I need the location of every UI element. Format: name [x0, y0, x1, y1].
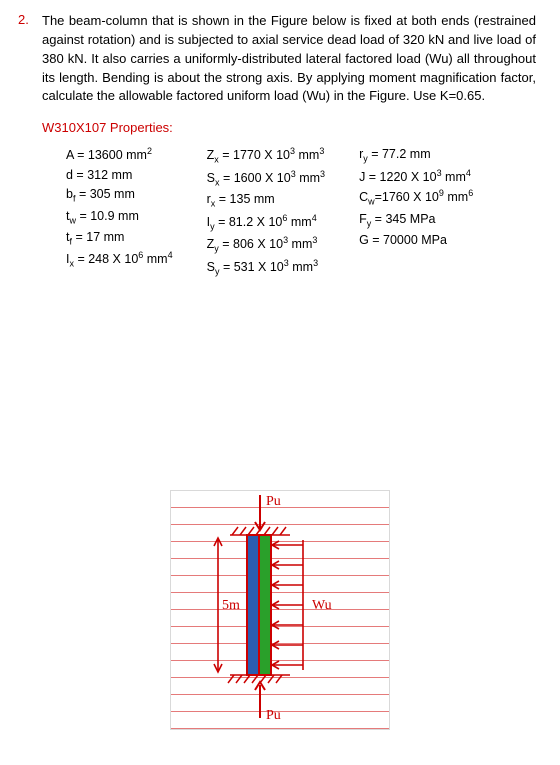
figure-label-length: 5m — [222, 598, 240, 614]
properties-col-3: ry = 77.2 mm J = 1220 X 103 mm4 Cw=1760 … — [359, 145, 473, 279]
figure-label-pu-top: Pu — [266, 494, 281, 510]
prop-row: Cw=1760 X 109 mm6 — [359, 187, 473, 210]
prop-row: Zy = 806 X 103 mm3 — [207, 234, 325, 257]
prop-row: Zx = 1770 X 103 mm3 — [207, 145, 325, 168]
prop-row: A = 13600 mm2 — [66, 145, 173, 166]
prop-row: d = 312 mm — [66, 166, 173, 185]
prop-row: ry = 77.2 mm — [359, 145, 473, 166]
prop-row: Sy = 531 X 103 mm3 — [207, 257, 325, 280]
figure-label-pu-bottom: Pu — [266, 708, 281, 724]
properties-col-1: A = 13600 mm2 d = 312 mm bf = 305 mm tw … — [66, 145, 173, 279]
question-number: 2. — [18, 12, 34, 106]
prop-row: J = 1220 X 103 mm4 — [359, 167, 473, 188]
prop-row: G = 70000 MPa — [359, 231, 473, 250]
prop-row: Ix = 248 X 106 mm4 — [66, 249, 173, 272]
prop-row: tw = 10.9 mm — [66, 207, 173, 228]
properties-columns: A = 13600 mm2 d = 312 mm bf = 305 mm tw … — [66, 145, 536, 279]
prop-row: rx = 135 mm — [207, 190, 325, 211]
prop-row: Iy = 81.2 X 106 mm4 — [207, 212, 325, 235]
prop-row: bf = 305 mm — [66, 185, 173, 206]
figure: Pu Wu 5m Pu — [170, 480, 390, 740]
prop-row: Sx = 1600 X 103 mm3 — [207, 168, 325, 191]
properties-col-2: Zx = 1770 X 103 mm3 Sx = 1600 X 103 mm3 … — [207, 145, 325, 279]
properties-title: W310X107 Properties: — [42, 120, 536, 135]
figure-sketch — [170, 480, 390, 740]
question-text: The beam-column that is shown in the Fig… — [42, 12, 536, 106]
figure-label-wu: Wu — [312, 598, 332, 614]
prop-row: tf = 17 mm — [66, 228, 173, 249]
prop-row: Fy = 345 MPa — [359, 210, 473, 231]
